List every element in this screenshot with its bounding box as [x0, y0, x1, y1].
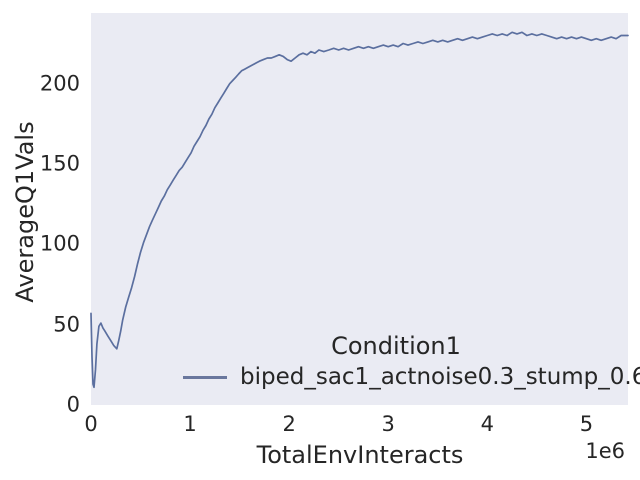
x-axis-offset-label: 1e6	[585, 439, 625, 463]
y-axis-label: AverageQ1Vals	[11, 121, 39, 303]
x-tick-label: 0	[84, 412, 98, 436]
y-tick-label: 200	[39, 71, 80, 96]
x-tick-label: 1	[183, 412, 197, 436]
y-tick-label: 100	[39, 231, 80, 256]
x-tick-label: 5	[579, 412, 594, 436]
y-tick-label: 150	[39, 151, 80, 176]
x-axis-label: TotalEnvInteracts	[256, 441, 464, 469]
x-tick-label: 2	[282, 412, 296, 436]
y-tick-label: 50	[53, 312, 80, 337]
plot-area	[91, 13, 628, 405]
x-tick-label: 3	[381, 412, 395, 436]
y-tick-label: 0	[66, 392, 80, 417]
x-tick-label: 4	[480, 412, 494, 436]
